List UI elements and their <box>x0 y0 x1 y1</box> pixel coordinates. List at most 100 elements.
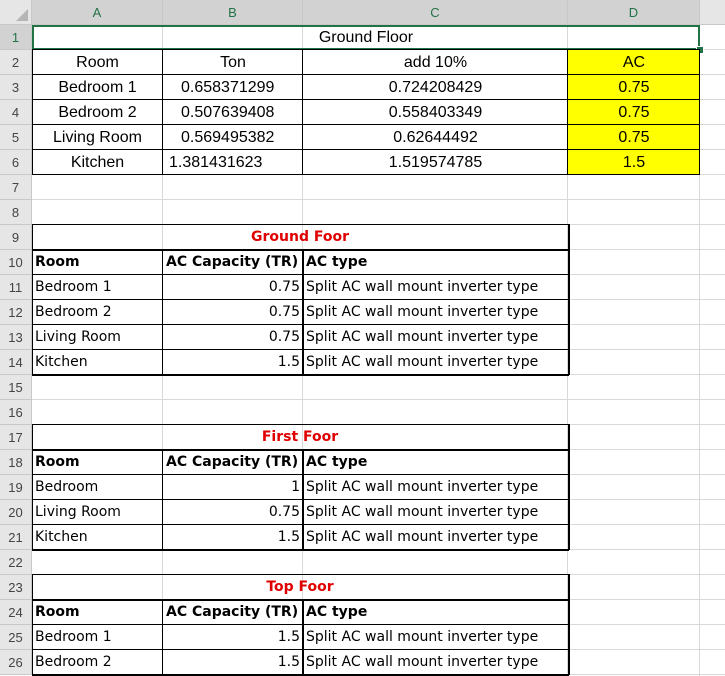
floor-capacity[interactable]: 1.5 <box>277 629 300 645</box>
floor-header-room[interactable]: Room <box>35 454 80 470</box>
summary-ac[interactable]: 0.75 <box>568 100 700 125</box>
floor-type[interactable]: Split AC wall mount inverter type <box>306 329 539 345</box>
row-header[interactable]: 26 <box>0 650 32 675</box>
gridline <box>32 399 725 400</box>
row-header[interactable]: 19 <box>0 475 32 500</box>
floor-capacity[interactable]: 0.75 <box>268 279 300 295</box>
summary-header-ton[interactable]: Ton <box>220 54 246 71</box>
row-header[interactable]: 10 <box>0 250 32 275</box>
row-header[interactable]: 9 <box>0 225 32 250</box>
row-header[interactable]: 12 <box>0 300 32 325</box>
border <box>162 599 163 675</box>
border <box>32 249 569 251</box>
floor-room[interactable]: Bedroom 1 <box>35 279 112 295</box>
floor-title[interactable]: Ground Foor <box>251 229 349 245</box>
summary-room[interactable]: Living Room <box>53 129 142 146</box>
floor-title[interactable]: Top Foor <box>266 579 334 595</box>
floor-type[interactable]: Split AC wall mount inverter type <box>306 654 539 670</box>
summary-ac[interactable]: 0.75 <box>568 75 700 100</box>
floor-title[interactable]: First Foor <box>261 429 339 445</box>
row-header[interactable]: 22 <box>0 550 32 575</box>
summary-header-ac[interactable]: AC <box>568 50 700 75</box>
floor-room[interactable]: Kitchen <box>35 529 88 545</box>
row-header[interactable]: 6 <box>0 150 32 175</box>
border <box>32 49 33 175</box>
summary-room[interactable]: Bedroom 1 <box>58 79 137 96</box>
row-header[interactable]: 5 <box>0 125 32 150</box>
row-header[interactable]: 21 <box>0 525 32 550</box>
floor-room[interactable]: Bedroom 2 <box>35 304 112 320</box>
floor-header-type[interactable]: AC type <box>306 604 368 620</box>
row-header[interactable]: 1 <box>0 25 32 50</box>
summary-header-add[interactable]: add 10% <box>403 54 468 71</box>
floor-room[interactable]: Bedroom <box>35 479 99 495</box>
floor-room[interactable]: Living Room <box>35 329 121 345</box>
summary-room[interactable]: Kitchen <box>70 154 125 171</box>
row-header[interactable]: 24 <box>0 600 32 625</box>
summary-ton[interactable]: 1.381431623 <box>169 154 263 171</box>
summary-add[interactable]: 0.62644492 <box>393 129 478 146</box>
border <box>32 449 569 451</box>
floor-capacity[interactable]: 1 <box>291 479 300 495</box>
floor-type[interactable]: Split AC wall mount inverter type <box>306 629 539 645</box>
row-header[interactable]: 7 <box>0 175 32 200</box>
floor-type[interactable]: Split AC wall mount inverter type <box>306 529 539 545</box>
floor-type[interactable]: Split AC wall mount inverter type <box>306 304 539 320</box>
summary-ton[interactable]: 0.658371299 <box>181 79 275 96</box>
floor-capacity[interactable]: 1.5 <box>277 354 300 370</box>
floor-header-type[interactable]: AC type <box>306 254 368 270</box>
floor-header-room[interactable]: Room <box>35 604 80 620</box>
row-header[interactable]: 4 <box>0 100 32 125</box>
row-header[interactable]: 14 <box>0 350 32 375</box>
border <box>32 424 569 425</box>
summary-add[interactable]: 1.519574785 <box>388 154 483 171</box>
floor-capacity[interactable]: 0.75 <box>268 304 300 320</box>
floor-type[interactable]: Split AC wall mount inverter type <box>306 479 539 495</box>
row-header[interactable]: 2 <box>0 50 32 75</box>
summary-add[interactable]: 0.724208429 <box>388 79 483 96</box>
title-cell[interactable]: Ground Floor <box>318 29 414 46</box>
row-header[interactable]: 13 <box>0 325 32 350</box>
column-header-c[interactable]: C <box>303 0 568 25</box>
summary-ac[interactable]: 1.5 <box>568 150 700 175</box>
border <box>32 224 33 375</box>
row-header[interactable]: 8 <box>0 200 32 225</box>
summary-add[interactable]: 0.558403349 <box>388 104 483 121</box>
summary-ton[interactable]: 0.507639408 <box>181 104 275 121</box>
row-header[interactable]: 11 <box>0 275 32 300</box>
summary-header-room[interactable]: Room <box>76 54 119 71</box>
floor-room[interactable]: Kitchen <box>35 354 88 370</box>
floor-header-room[interactable]: Room <box>35 254 80 270</box>
row-header[interactable]: 25 <box>0 625 32 650</box>
floor-header-capacity[interactable]: AC Capacity (TR) <box>166 454 299 470</box>
row-header[interactable]: 17 <box>0 425 32 450</box>
floor-capacity[interactable]: 0.75 <box>268 504 300 520</box>
floor-capacity[interactable]: 0.75 <box>268 329 300 345</box>
column-header-e[interactable] <box>700 0 725 25</box>
border <box>32 599 569 601</box>
summary-ton[interactable]: 0.569495382 <box>181 129 275 146</box>
column-header-b[interactable]: B <box>163 0 303 25</box>
row-header[interactable]: 3 <box>0 75 32 100</box>
row-header[interactable]: 15 <box>0 375 32 400</box>
floor-header-capacity[interactable]: AC Capacity (TR) <box>166 604 299 620</box>
floor-type[interactable]: Split AC wall mount inverter type <box>306 504 539 520</box>
row-header[interactable]: 18 <box>0 450 32 475</box>
column-header-a[interactable]: A <box>32 0 163 25</box>
row-header[interactable]: 23 <box>0 575 32 600</box>
floor-room[interactable]: Living Room <box>35 504 121 520</box>
floor-capacity[interactable]: 1.5 <box>277 654 300 670</box>
floor-type[interactable]: Split AC wall mount inverter type <box>306 279 539 295</box>
column-header-d[interactable]: D <box>568 0 700 25</box>
select-all-corner[interactable] <box>0 0 32 25</box>
summary-ac[interactable]: 0.75 <box>568 125 700 150</box>
summary-room[interactable]: Bedroom 2 <box>58 104 137 121</box>
floor-capacity[interactable]: 1.5 <box>277 529 300 545</box>
floor-header-type[interactable]: AC type <box>306 454 368 470</box>
floor-room[interactable]: Bedroom 2 <box>35 654 112 670</box>
floor-type[interactable]: Split AC wall mount inverter type <box>306 354 539 370</box>
row-header[interactable]: 16 <box>0 400 32 425</box>
row-header[interactable]: 20 <box>0 500 32 525</box>
floor-room[interactable]: Bedroom 1 <box>35 629 112 645</box>
floor-header-capacity[interactable]: AC Capacity (TR) <box>166 254 299 270</box>
